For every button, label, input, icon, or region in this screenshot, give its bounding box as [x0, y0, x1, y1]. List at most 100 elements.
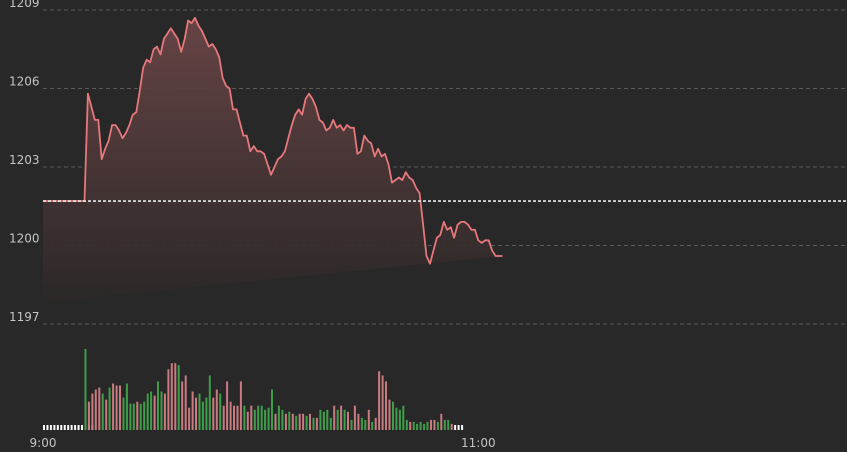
- volume-bar: [381, 375, 384, 430]
- volume-bar: [125, 383, 128, 430]
- volume-bar: [184, 375, 187, 430]
- volume-bar: [139, 403, 142, 430]
- volume-bar: [426, 421, 429, 430]
- volume-bar: [274, 413, 277, 430]
- volume-bar: [105, 399, 108, 430]
- volume-bar: [257, 405, 260, 430]
- price-line: [43, 16, 503, 265]
- volume-bar: [195, 397, 197, 430]
- y-tick-label-4: 1197: [9, 310, 40, 324]
- volume-bar: [226, 381, 229, 430]
- volume-bar: [108, 387, 111, 430]
- volume-bar: [412, 421, 415, 430]
- premarket-volume-tick: [46, 425, 49, 430]
- volume-bar: [305, 415, 308, 430]
- volume-bar: [201, 401, 204, 430]
- volume-bar: [423, 423, 426, 430]
- volume-bar: [260, 405, 263, 430]
- volume-bar: [163, 393, 166, 430]
- volume-bar: [319, 409, 322, 430]
- volume-bar: [136, 401, 139, 430]
- volume-bar: [336, 409, 339, 430]
- volume-bar: [94, 389, 97, 430]
- volume-bar: [174, 363, 177, 430]
- volume-bar: [229, 401, 232, 430]
- volume-bar: [371, 421, 374, 430]
- volume-bar: [416, 423, 419, 430]
- volume-bar: [157, 381, 159, 430]
- volume-bar: [450, 423, 453, 430]
- x-tick-label-1: 11:00: [461, 436, 496, 450]
- volume-bar: [253, 409, 256, 430]
- premarket-volume-tick: [49, 425, 52, 430]
- volume-bar: [246, 411, 249, 430]
- volume-bar: [264, 409, 267, 430]
- y-tick-label-3: 1200: [9, 232, 40, 246]
- volume-bar: [350, 419, 353, 430]
- volume-bar: [436, 421, 439, 430]
- volume-bar: [374, 417, 377, 430]
- volume-bar: [219, 393, 222, 430]
- premarket-volume-tick: [81, 425, 84, 430]
- volume-bar: [188, 407, 191, 430]
- x-axis-ticks: 9:00 11:00: [30, 436, 496, 450]
- volume-bar: [440, 413, 443, 430]
- volume-bar: [191, 391, 194, 430]
- volume-bar: [239, 381, 242, 430]
- volume-bar: [409, 421, 412, 430]
- volume-bar: [291, 413, 294, 430]
- volume-bar: [395, 407, 398, 430]
- volume-bar: [315, 417, 318, 430]
- premarket-volume-tick: [43, 425, 45, 430]
- premarket-volume-tick: [53, 425, 56, 430]
- volume-bar: [322, 411, 325, 430]
- volume-bar: [205, 397, 208, 430]
- volume-bar: [215, 389, 218, 430]
- volume-bar: [84, 349, 87, 430]
- volume-bar: [281, 409, 284, 430]
- volume-bar: [250, 405, 253, 430]
- volume-bar: [243, 405, 246, 430]
- volume-bar: [340, 405, 343, 430]
- price-area: [43, 16, 503, 303]
- volume-bar: [353, 405, 356, 430]
- volume-bar: [233, 405, 235, 430]
- volume-bar: [302, 413, 305, 430]
- volume-bar: [112, 383, 115, 430]
- premarket-volume-tick: [77, 425, 80, 430]
- volume-bar: [295, 415, 298, 430]
- premarket-volume-tick: [63, 425, 66, 430]
- volume-bar: [146, 393, 149, 430]
- volume-bar: [288, 411, 291, 430]
- volume-bar: [367, 409, 370, 430]
- volume-bar: [378, 371, 381, 430]
- volume-bar: [143, 401, 146, 430]
- volume-bar: [309, 413, 311, 430]
- volume-bar: [115, 385, 118, 430]
- volume-bar: [385, 381, 387, 430]
- volume-bar: [236, 405, 239, 430]
- volume-bar: [129, 403, 132, 430]
- volume-bar: [430, 419, 432, 430]
- volume-bar: [392, 401, 394, 430]
- x-tick-label-0: 9:00: [30, 436, 57, 450]
- volume-bar: [87, 401, 90, 430]
- volume-bar: [91, 393, 94, 430]
- volume-bar: [150, 391, 153, 430]
- volume-bar: [329, 417, 332, 430]
- volume-bar: [447, 419, 450, 430]
- volume-bar: [388, 399, 391, 430]
- volume-bar: [198, 393, 201, 430]
- volume-bars: [43, 349, 464, 430]
- volume-bar: [132, 403, 135, 430]
- volume-bar: [170, 363, 173, 430]
- y-tick-label-0: 1209: [9, 0, 40, 10]
- volume-bar: [101, 393, 104, 430]
- price-area-fill: [43, 17, 503, 303]
- y-tick-label-2: 1203: [9, 153, 40, 167]
- volume-bar: [343, 409, 346, 430]
- volume-bar: [181, 381, 184, 430]
- volume-bar: [119, 385, 121, 430]
- volume-bar: [419, 421, 422, 430]
- volume-bar: [208, 375, 211, 430]
